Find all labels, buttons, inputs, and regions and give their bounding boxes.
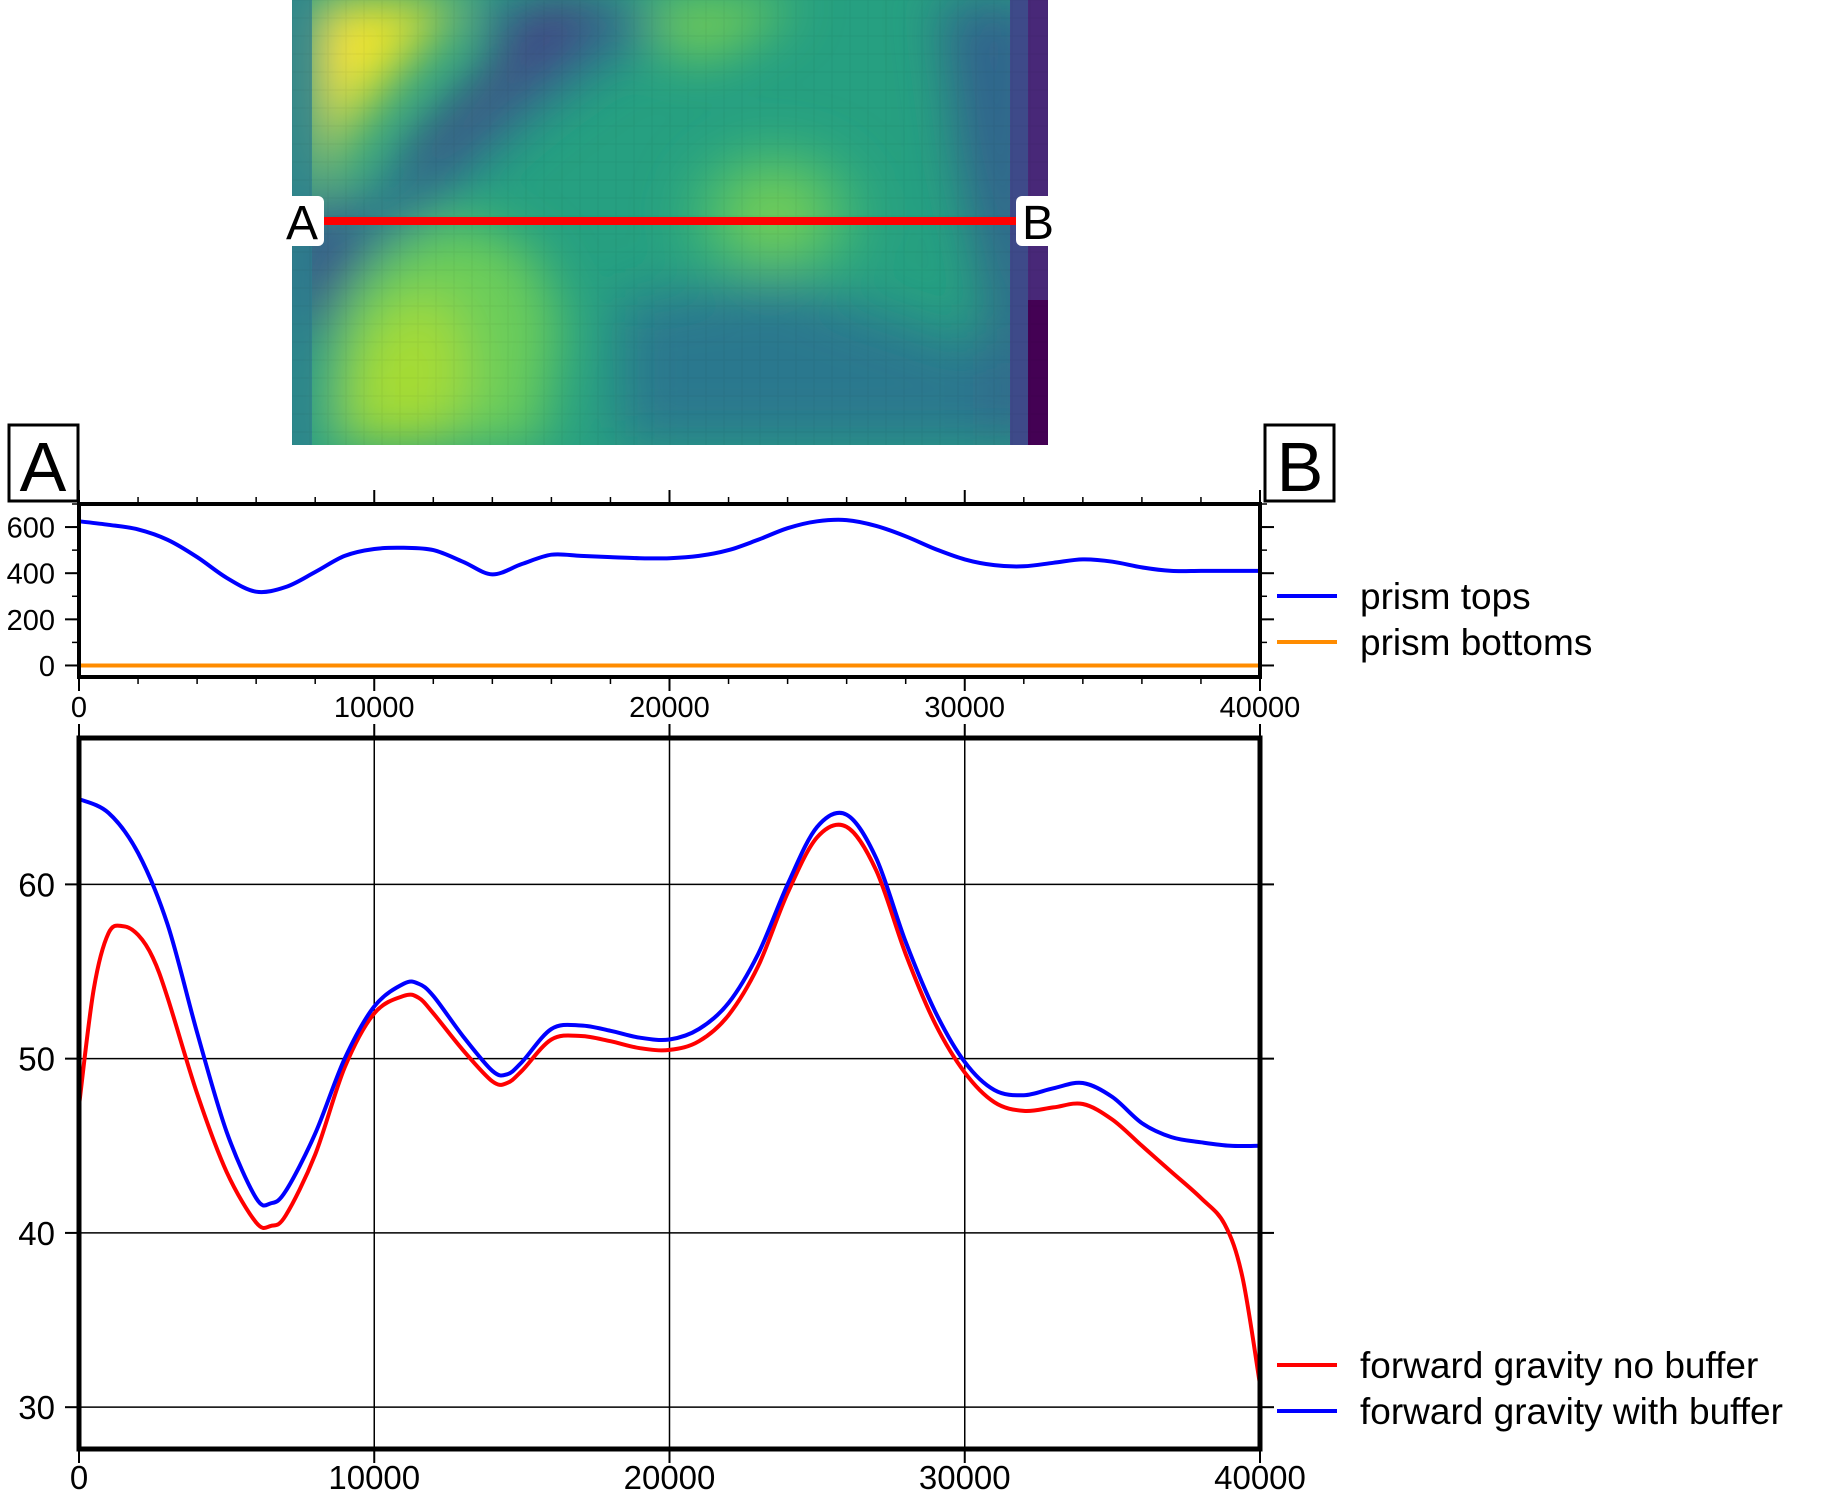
topography-legend-label: prism tops	[1360, 576, 1531, 617]
topography-series-prism-tops	[77, 517, 1262, 595]
topography-ytick-label: 200	[7, 605, 55, 637]
topography-ytick-label: 400	[7, 559, 55, 591]
map-label-b: B	[1022, 197, 1054, 250]
topography-frame	[77, 502, 1262, 679]
end-label-right-box: B	[1263, 423, 1336, 506]
gravity-frame	[76, 735, 1263, 1452]
gravity-xtick-label: 20000	[624, 1459, 716, 1496]
gravity-series-forward-gravity-no-buffer	[77, 822, 1262, 1387]
map-label-a: A	[286, 197, 318, 250]
topography-tick-labels: 0 10000 20000 30000 40000 0 200 400 600	[7, 513, 1301, 724]
gravity-lines	[77, 797, 1262, 1387]
gravity-xtick-label: 40000	[1214, 1459, 1306, 1496]
topography-xtick-label: 20000	[629, 692, 710, 724]
gravity-ytick-label: 30	[18, 1389, 55, 1426]
gravity-ytick-label: 50	[18, 1041, 55, 1078]
topography-xtick-label: 0	[71, 692, 87, 724]
end-label-left-box: A	[7, 423, 80, 506]
gravity-xtick-label: 30000	[919, 1459, 1011, 1496]
map-panel: A B	[280, 0, 1060, 445]
gravity-ytick-label: 60	[18, 866, 55, 903]
gravity-legend: forward gravity no buffer forward gravity…	[1277, 1345, 1783, 1432]
topography-ytick-label: 600	[7, 513, 55, 545]
topography-xtick-label: 10000	[334, 692, 415, 724]
gravity-ytick-label: 40	[18, 1215, 55, 1252]
gravity-tick-labels: 0 10000 20000 30000 40000 30 40 50 60	[18, 866, 1306, 1496]
end-label-left: A	[20, 428, 67, 506]
gravity-legend-label: forward gravity with buffer	[1360, 1391, 1783, 1432]
topography-xtick-label: 40000	[1220, 692, 1301, 724]
map-label-b-box	[1016, 196, 1060, 246]
gravity-grid	[79, 738, 1260, 1449]
gravity-panel: 0 10000 20000 30000 40000 30 40 50 60 forward gr…	[18, 724, 1783, 1496]
topography-lines	[77, 517, 1262, 668]
map-label-a-box	[280, 196, 324, 246]
topography-panel: 0 10000 20000 30000 40000 0 200 400 600 prism to…	[7, 490, 1592, 724]
gravity-xtick-label: 10000	[328, 1459, 420, 1496]
topography-legend-label: prism bottoms	[1360, 622, 1592, 663]
gravity-legend-label: forward gravity no buffer	[1360, 1345, 1758, 1386]
topography-legend: prism tops prism bottoms	[1277, 576, 1592, 663]
gravity-series-forward-gravity-with-buffer	[77, 797, 1262, 1208]
end-label-right: B	[1277, 428, 1324, 506]
gravity-xtick-label: 0	[70, 1459, 88, 1496]
topography-xtick-label: 30000	[924, 692, 1005, 724]
topography-ytick-label: 0	[39, 651, 55, 683]
